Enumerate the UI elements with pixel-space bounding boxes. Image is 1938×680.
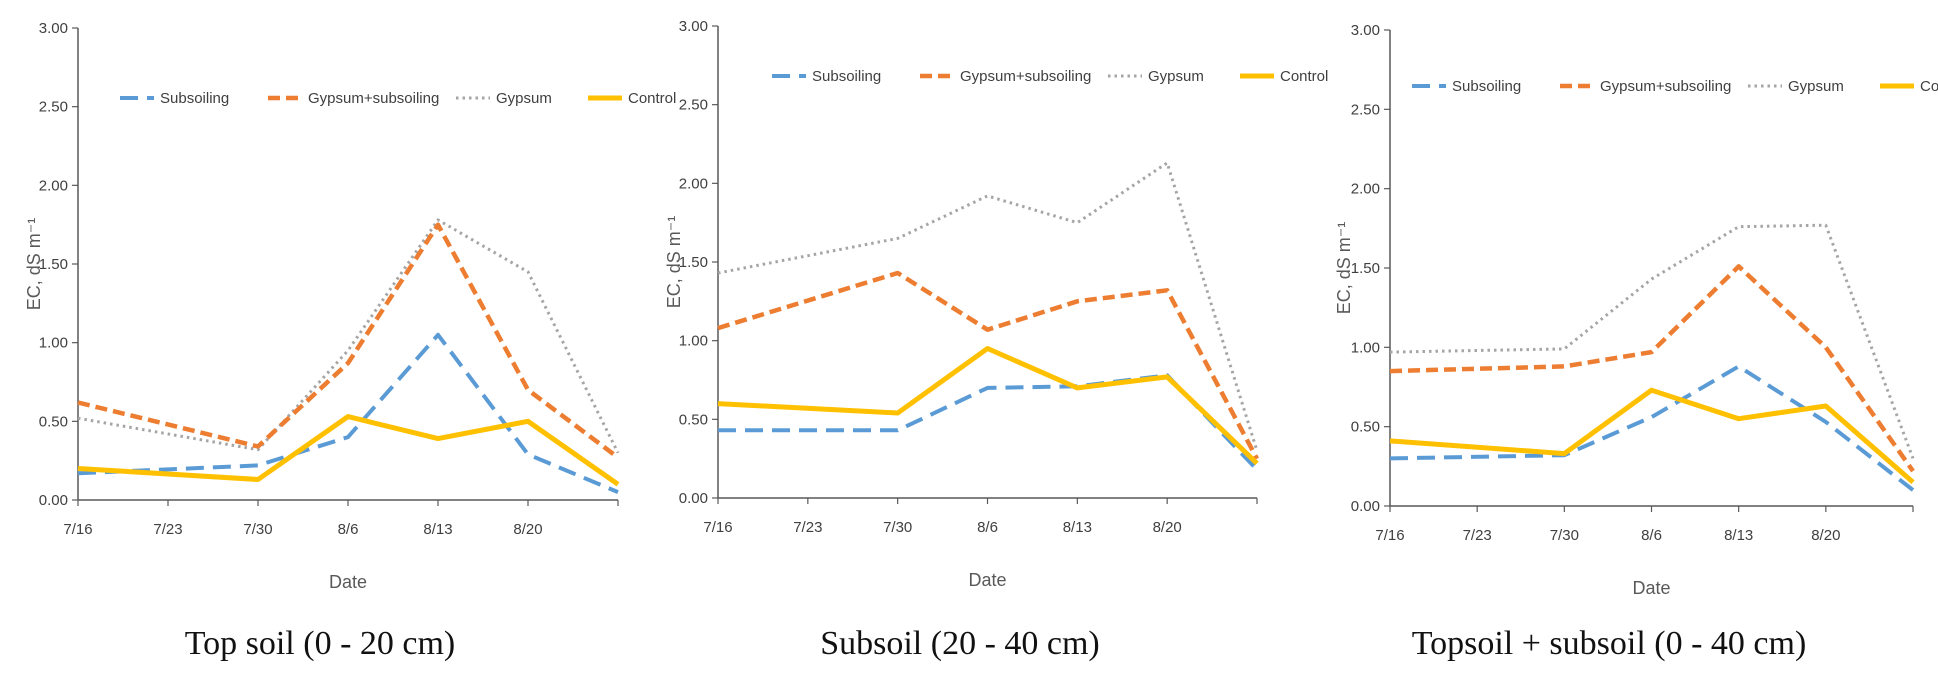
y-tick-label: 1.00 (679, 333, 708, 350)
chart-caption: Top soil (0 - 20 cm) (184, 625, 456, 662)
legend-label: Gypsum+subsoiling (960, 68, 1091, 85)
x-tick-label: 8/6 (977, 519, 998, 536)
y-tick-label: 2.00 (679, 175, 708, 192)
series-line-gypsum-subsoiling (1389, 264, 1915, 473)
y-tick-label: 1.50 (679, 254, 708, 271)
legend-label: Gypsum (1788, 78, 1844, 95)
y-axis-title: EC, dS m⁻¹ (1334, 222, 1354, 315)
y-axis-title: EC, dS m⁻¹ (24, 218, 44, 311)
y-tick-label: 0.50 (679, 411, 708, 428)
x-tick-label: 8/13 (1063, 519, 1092, 536)
series-line-gypsum (717, 161, 1259, 452)
series-line-subsoiling (718, 373, 1259, 472)
x-axis-title: Date (968, 570, 1006, 590)
legend-label: Gypsum+subsoiling (308, 90, 439, 107)
x-axis-title: Date (329, 572, 367, 592)
legend-label: Gypsum (496, 90, 552, 107)
y-tick-label: 0.00 (1351, 498, 1380, 515)
chart-svg: 0.00 0.50 1.00 1.50 2.00 2.50 3.00 7/16 7/23 7/30… (24, 20, 676, 592)
legend-label: Subsoiling (812, 68, 881, 85)
chart-panel-topsoil: 0.00 0.50 1.00 1.50 2.00 2.50 3.00 7/16 7/23 7/30… (0, 0, 676, 680)
y-tick-label: 3.00 (39, 20, 68, 37)
x-tick-label: 7/23 (793, 519, 822, 536)
y-tick-label: 1.00 (39, 335, 68, 352)
x-tick-label: 8/20 (1153, 519, 1182, 536)
series-line-gypsum-subsoiling (77, 222, 620, 460)
chart-panel-subsoil: 0.00 0.50 1.00 1.50 2.00 2.50 3.00 7/16 7/23 7/30… (640, 0, 1328, 680)
y-tick-label: 2.50 (39, 99, 68, 116)
y-tick-label: 0.00 (39, 492, 68, 509)
series-line-control (77, 414, 620, 487)
y-tick-label: 0.00 (679, 490, 708, 507)
legend-label: Control (628, 90, 676, 107)
chart-svg: 0.00 0.50 1.00 1.50 2.00 2.50 3.00 7/16 7/23 7/30… (1334, 22, 1938, 598)
x-tick-label: 8/6 (1641, 527, 1662, 544)
y-tick-label: 1.50 (39, 256, 68, 273)
y-tick-label: 0.50 (1351, 419, 1380, 436)
legend-label: Gypsum (1148, 68, 1204, 85)
x-tick-label: 7/30 (883, 519, 912, 536)
x-tick-label: 7/30 (1550, 527, 1579, 544)
y-tick-label: 2.50 (679, 97, 708, 114)
x-tick-label: 7/16 (63, 521, 92, 538)
series-line-subsoiling (77, 332, 619, 494)
chart-caption: Subsoil (20 - 40 cm) (820, 625, 1100, 662)
series-line-subsoiling (1389, 364, 1915, 492)
x-tick-label: 7/23 (1463, 527, 1492, 544)
x-tick-label: 8/13 (423, 521, 452, 538)
y-tick-label: 2.00 (1351, 181, 1380, 198)
chart-svg: 0.00 0.50 1.00 1.50 2.00 2.50 3.00 7/16 7/23 7/30… (664, 18, 1328, 590)
y-tick-label: 2.50 (1351, 101, 1380, 118)
x-tick-label: 7/16 (1375, 527, 1404, 544)
x-axis-title: Date (1632, 578, 1670, 598)
y-tick-label: 3.00 (1351, 22, 1380, 39)
chart-panel-topsoil-subsoil: 0.00 0.50 1.00 1.50 2.00 2.50 3.00 7/16 7/23 7/30… (1280, 0, 1938, 680)
chart-caption: Topsoil + subsoil (0 - 40 cm) (1411, 625, 1807, 662)
series-line-gypsum-subsoiling (717, 270, 1259, 460)
x-tick-label: 7/30 (243, 521, 272, 538)
series-line-gypsum (77, 218, 620, 454)
series-line-control (1389, 387, 1915, 485)
y-tick-label: 3.00 (679, 18, 708, 35)
y-tick-label: 1.50 (1351, 260, 1380, 277)
x-tick-label: 8/20 (513, 521, 542, 538)
x-tick-label: 8/6 (338, 521, 359, 538)
x-tick-label: 8/13 (1724, 527, 1753, 544)
series-line-control (717, 346, 1259, 466)
legend-label: Control (1920, 78, 1938, 95)
legend-label: Control (1280, 68, 1328, 85)
legend-label: Subsoiling (1452, 78, 1521, 95)
y-axis-title: EC, dS m⁻¹ (664, 216, 684, 309)
x-tick-label: 8/20 (1811, 527, 1840, 544)
y-tick-label: 1.00 (1351, 339, 1380, 356)
legend-label: Subsoiling (160, 90, 229, 107)
y-tick-label: 0.50 (39, 413, 68, 430)
x-tick-label: 7/16 (703, 519, 732, 536)
legend-label: Gypsum+subsoiling (1600, 78, 1731, 95)
y-tick-label: 2.00 (39, 177, 68, 194)
series-line-gypsum (1389, 223, 1915, 459)
x-tick-label: 7/23 (153, 521, 182, 538)
